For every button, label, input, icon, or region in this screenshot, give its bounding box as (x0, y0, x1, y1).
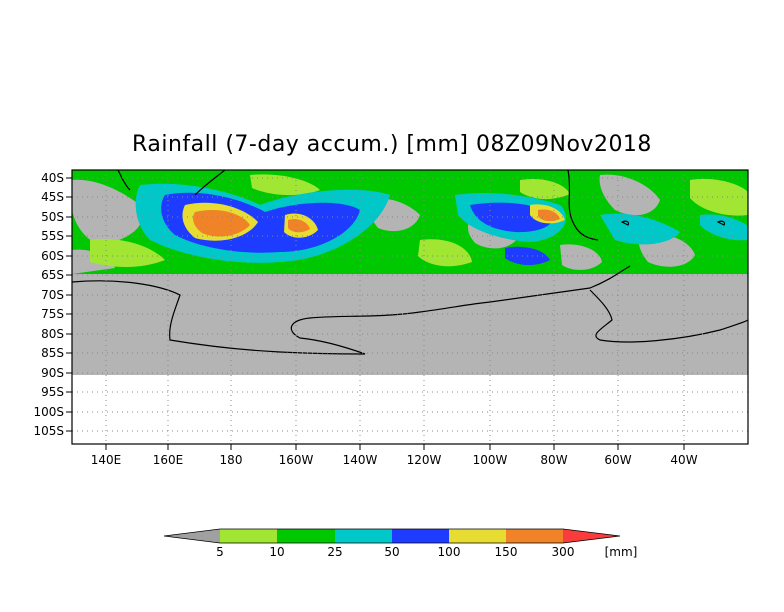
lon-axis: 140E 160E 180 160W 140W 120W 100W 80W 60… (91, 444, 698, 467)
colorbar: 5 10 25 50 100 150 300 [mm] (163, 528, 638, 559)
colorbar-label: 10 (269, 545, 284, 559)
lat-label: 60S (41, 249, 64, 263)
lon-label: 120W (407, 453, 442, 467)
colorbar-segment (449, 529, 506, 543)
colorbar-unit: [mm] (605, 545, 638, 559)
colorbar-segment (164, 529, 220, 543)
lat-label: 65S (41, 268, 64, 282)
coastline (71, 169, 749, 355)
map-title: Rainfall (7-day accum.) [mm] 08Z09Nov201… (132, 132, 652, 157)
lat-label: 105S (33, 424, 64, 438)
lon-label: 140W (343, 453, 378, 467)
colorbar-label: 5 (216, 545, 224, 559)
rainfall-field (72, 170, 748, 274)
empty-area (72, 375, 748, 444)
colorbar-segment (563, 529, 620, 543)
colorbar-segment (506, 529, 563, 543)
lon-label: 180 (220, 453, 243, 467)
lat-label: 90S (41, 366, 64, 380)
lat-axis: 40S 45S 50S 55S 60S 65S 70S 75S 80S 85S … (33, 171, 72, 438)
colorbar-label: 25 (327, 545, 342, 559)
colorbar-label: 50 (384, 545, 399, 559)
colorbar-segment (392, 529, 449, 543)
lon-label: 100W (473, 453, 508, 467)
lat-label: 95S (41, 385, 64, 399)
lat-label: 70S (41, 288, 64, 302)
lon-label: 160W (279, 453, 314, 467)
colorbar-segment (277, 529, 335, 543)
lat-label: 40S (41, 171, 64, 185)
map-frame (71, 169, 749, 445)
colorbar-segment (220, 529, 277, 543)
lat-label: 100S (33, 405, 64, 419)
lon-label: 160E (153, 453, 184, 467)
lat-label: 45S (41, 190, 64, 204)
lon-label: 60W (604, 453, 631, 467)
lat-label: 55S (41, 229, 64, 243)
lat-label: 85S (41, 346, 64, 360)
colorbar-segment (335, 529, 392, 543)
grid-lines (72, 170, 748, 444)
lon-label: 140E (91, 453, 122, 467)
lat-label: 75S (41, 307, 64, 321)
lon-label: 40W (670, 453, 697, 467)
lat-label: 80S (41, 327, 64, 341)
lon-label: 80W (540, 453, 567, 467)
colorbar-label: 150 (495, 545, 518, 559)
lat-label: 50S (41, 210, 64, 224)
colorbar-label: 100 (438, 545, 461, 559)
colorbar-label: 300 (552, 545, 575, 559)
